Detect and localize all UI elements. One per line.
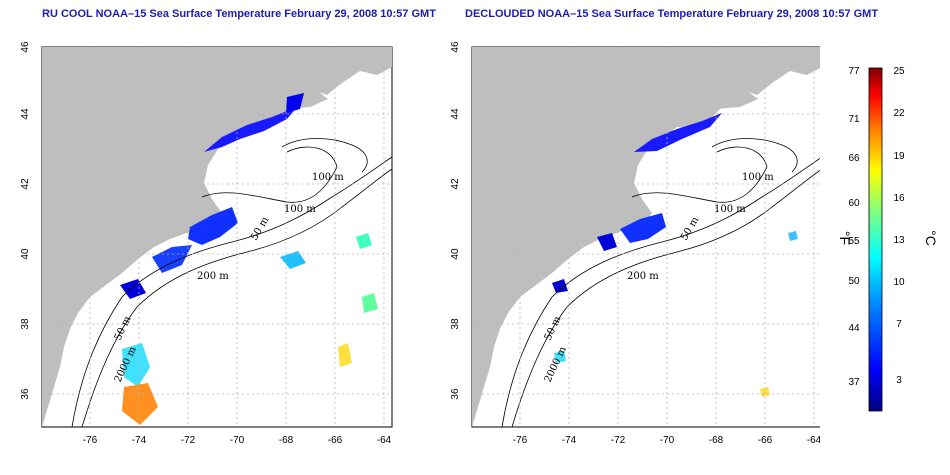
sst-patches: [552, 113, 798, 397]
lat-tick: 40: [450, 248, 461, 260]
lat-tick: 38: [20, 318, 31, 330]
right-map: 100 m 100 m 50 m 200 m 50 m 2000 m -76 -…: [450, 41, 820, 446]
land-mass: [472, 47, 820, 427]
fahrenheit-tick: 60: [848, 198, 860, 209]
contour-label: 100 m: [312, 172, 344, 183]
left-map-title: RU COOL NOAA–15 Sea Surface Temperature …: [42, 8, 436, 20]
fahrenheit-tick: 55: [848, 236, 860, 247]
lat-tick: 46: [20, 41, 31, 53]
lat-tick: 42: [20, 178, 31, 190]
lon-ticks: -76 -74 -72 -70 -68 -66 -64: [83, 435, 392, 446]
fahrenheit-tick: 77: [848, 66, 860, 77]
sst-patches: [120, 93, 378, 425]
lon-ticks: -76 -74 -72 -70 -68 -66 -64: [513, 435, 820, 446]
lon-tick: -76: [513, 435, 528, 446]
lat-ticks: 36 38 40 42 44 46: [450, 41, 461, 400]
lat-ticks: 36 38 40 42 44 46: [20, 41, 31, 400]
lat-tick: 36: [20, 388, 31, 400]
lon-tick: -68: [279, 435, 294, 446]
celsius-tick: 3: [896, 375, 902, 386]
fahrenheit-tick: 66: [848, 153, 860, 164]
fahrenheit-tick: 37: [848, 377, 860, 388]
contour-label: 100 m: [714, 204, 746, 215]
lat-tick: 46: [450, 41, 461, 53]
celsius-ticks: 25 22 19 16 13 10 7 3: [893, 66, 905, 386]
lon-tick: -66: [758, 435, 773, 446]
lat-tick: 44: [20, 108, 31, 120]
lon-tick: -70: [230, 435, 245, 446]
celsius-tick: 10: [893, 277, 905, 288]
lon-tick: -72: [181, 435, 196, 446]
lat-tick: 42: [450, 178, 461, 190]
lon-tick: -74: [132, 435, 147, 446]
celsius-tick: 19: [893, 151, 905, 162]
grid: [472, 47, 820, 427]
celsius-tick: 25: [893, 66, 905, 77]
left-map: 100 m 100 m 50 m 200 m 50 m 2000 m -76 -…: [20, 41, 393, 446]
lon-tick: -72: [611, 435, 626, 446]
lon-tick: -70: [660, 435, 675, 446]
colorbar-gradient: [868, 67, 883, 412]
fahrenheit-tick: 50: [848, 276, 860, 287]
right-map-title: DECLOUDED NOAA–15 Sea Surface Temperatur…: [465, 8, 879, 20]
lat-tick: 44: [450, 108, 461, 120]
lon-tick: -76: [83, 435, 98, 446]
celsius-unit-label: °C: [923, 230, 939, 246]
lon-tick: -74: [562, 435, 577, 446]
grid: [42, 47, 392, 427]
celsius-tick: 13: [893, 235, 905, 246]
depth-contours: [501, 138, 820, 428]
contour-label: 200 m: [197, 271, 229, 282]
celsius-tick: 22: [893, 108, 905, 119]
fahrenheit-tick: 71: [848, 114, 860, 125]
fahrenheit-ticks: 77 71 66 60 55 50 44 37: [848, 66, 860, 388]
lat-tick: 40: [20, 248, 31, 260]
fahrenheit-tick: 44: [848, 323, 860, 334]
contour-label: 200 m: [627, 271, 659, 282]
contour-label: 100 m: [284, 204, 316, 215]
celsius-tick: 7: [896, 319, 902, 330]
lon-tick: -68: [709, 435, 724, 446]
lon-tick: -66: [328, 435, 343, 446]
contour-label: 100 m: [742, 172, 774, 183]
celsius-tick: 16: [893, 193, 905, 204]
lat-tick: 36: [450, 388, 461, 400]
lat-tick: 38: [450, 318, 461, 330]
temperature-colorbar: 77 71 66 60 55 50 44 37 25 22 19 16 13 1…: [837, 66, 939, 412]
depth-contours: [71, 138, 393, 428]
lon-tick: -64: [807, 435, 820, 446]
lon-tick: -64: [377, 435, 392, 446]
fahrenheit-unit-label: °F: [837, 231, 853, 245]
